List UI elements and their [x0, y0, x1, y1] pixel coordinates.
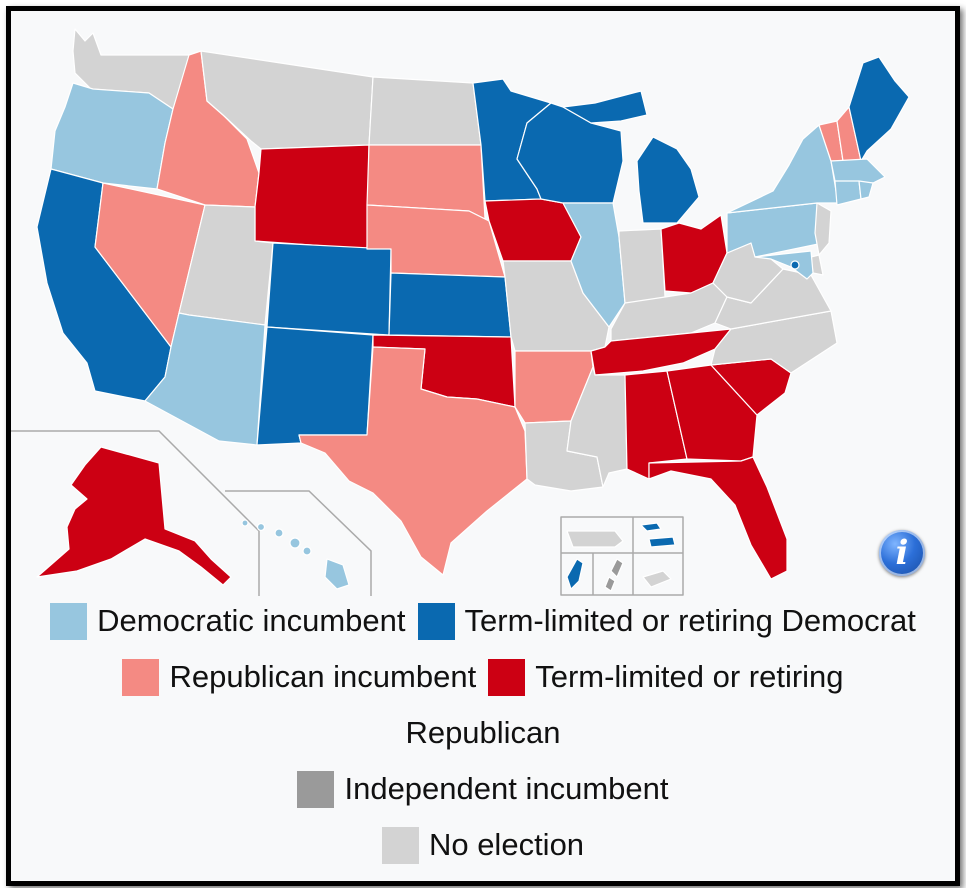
- state-FL[interactable]: [648, 456, 788, 580]
- legend-label-dem-open: Term-limited or retiring Democrat: [464, 603, 916, 638]
- territory-MP[interactable]: [604, 558, 624, 592]
- territories-inset-frame: [560, 516, 684, 596]
- state-KS[interactable]: [388, 272, 512, 338]
- legend-label-ind-incumbent: Independent incumbent: [344, 771, 669, 806]
- state-IN[interactable]: [618, 228, 666, 308]
- legend-row-3: Republican: [11, 705, 955, 761]
- map-frame: i Democratic incumbent Term-limited or r…: [6, 6, 960, 886]
- state-AK[interactable]: [36, 446, 232, 586]
- legend-swatch-rep-open: [488, 658, 526, 696]
- legend-swatch-no-election: [381, 826, 419, 864]
- state-ND[interactable]: [368, 76, 482, 146]
- legend-swatch-ind-incumbent: [297, 770, 335, 808]
- legend-item-rep-incumbent: Republican incumbent: [122, 658, 477, 696]
- info-button[interactable]: i: [879, 530, 925, 576]
- state-NM[interactable]: [256, 326, 374, 446]
- state-RI[interactable]: [858, 180, 874, 200]
- legend-item-rep-open: Term-limited or retiring: [488, 658, 844, 696]
- state-MD[interactable]: [754, 250, 814, 280]
- territory-VI[interactable]: [640, 522, 676, 548]
- state-HI[interactable]: [241, 519, 350, 590]
- legend-label-rep-open-line2: Republican: [405, 715, 561, 750]
- inset-border-alaska: [11, 430, 260, 596]
- territory-GU[interactable]: [566, 558, 584, 590]
- legend-item-dem-open: Term-limited or retiring Democrat: [417, 602, 916, 640]
- state-AZ[interactable]: [144, 312, 266, 446]
- state-NJ[interactable]: [814, 202, 832, 256]
- legend-item-ind-incumbent: Independent incumbent: [297, 770, 669, 808]
- state-MI-lower[interactable]: [636, 136, 700, 224]
- inset-border-hawaii: [225, 490, 372, 596]
- state-IL[interactable]: [562, 202, 626, 328]
- state-TX[interactable]: [298, 346, 528, 576]
- territory-AS[interactable]: [642, 570, 672, 588]
- state-MS[interactable]: [566, 366, 628, 488]
- state-MI[interactable]: [562, 90, 648, 124]
- us-map: [11, 11, 955, 596]
- legend-swatch-dem-open: [417, 602, 455, 640]
- state-OR[interactable]: [50, 82, 174, 190]
- legend-swatch-rep-incumbent: [122, 658, 160, 696]
- legend-label-rep-incumbent: Republican incumbent: [169, 659, 477, 694]
- legend-label-no-election: No election: [428, 827, 585, 862]
- legend-row-2: Republican incumbent Term-limited or ret…: [11, 649, 955, 705]
- state-MA[interactable]: [830, 158, 886, 184]
- state-CO[interactable]: [266, 242, 392, 336]
- territory-PR[interactable]: [566, 530, 624, 548]
- legend-row-5: No election: [11, 817, 955, 873]
- state-ME[interactable]: [848, 56, 910, 162]
- legend-row-4: Independent incumbent: [11, 761, 955, 817]
- state-DC[interactable]: [790, 260, 800, 270]
- state-WY[interactable]: [254, 144, 370, 250]
- legend-row-1: Democratic incumbent Term-limited or ret…: [11, 593, 955, 649]
- legend-label-dem-incumbent: Democratic incumbent: [97, 603, 406, 638]
- legend-item-no-election: No election: [381, 826, 585, 864]
- legend-item-dem-incumbent: Democratic incumbent: [50, 602, 406, 640]
- legend: Democratic incumbent Term-limited or ret…: [11, 593, 955, 873]
- legend-label-rep-open-line1: Term-limited or retiring: [535, 659, 844, 694]
- state-NC[interactable]: [710, 310, 838, 374]
- legend-swatch-dem-incumbent: [50, 602, 88, 640]
